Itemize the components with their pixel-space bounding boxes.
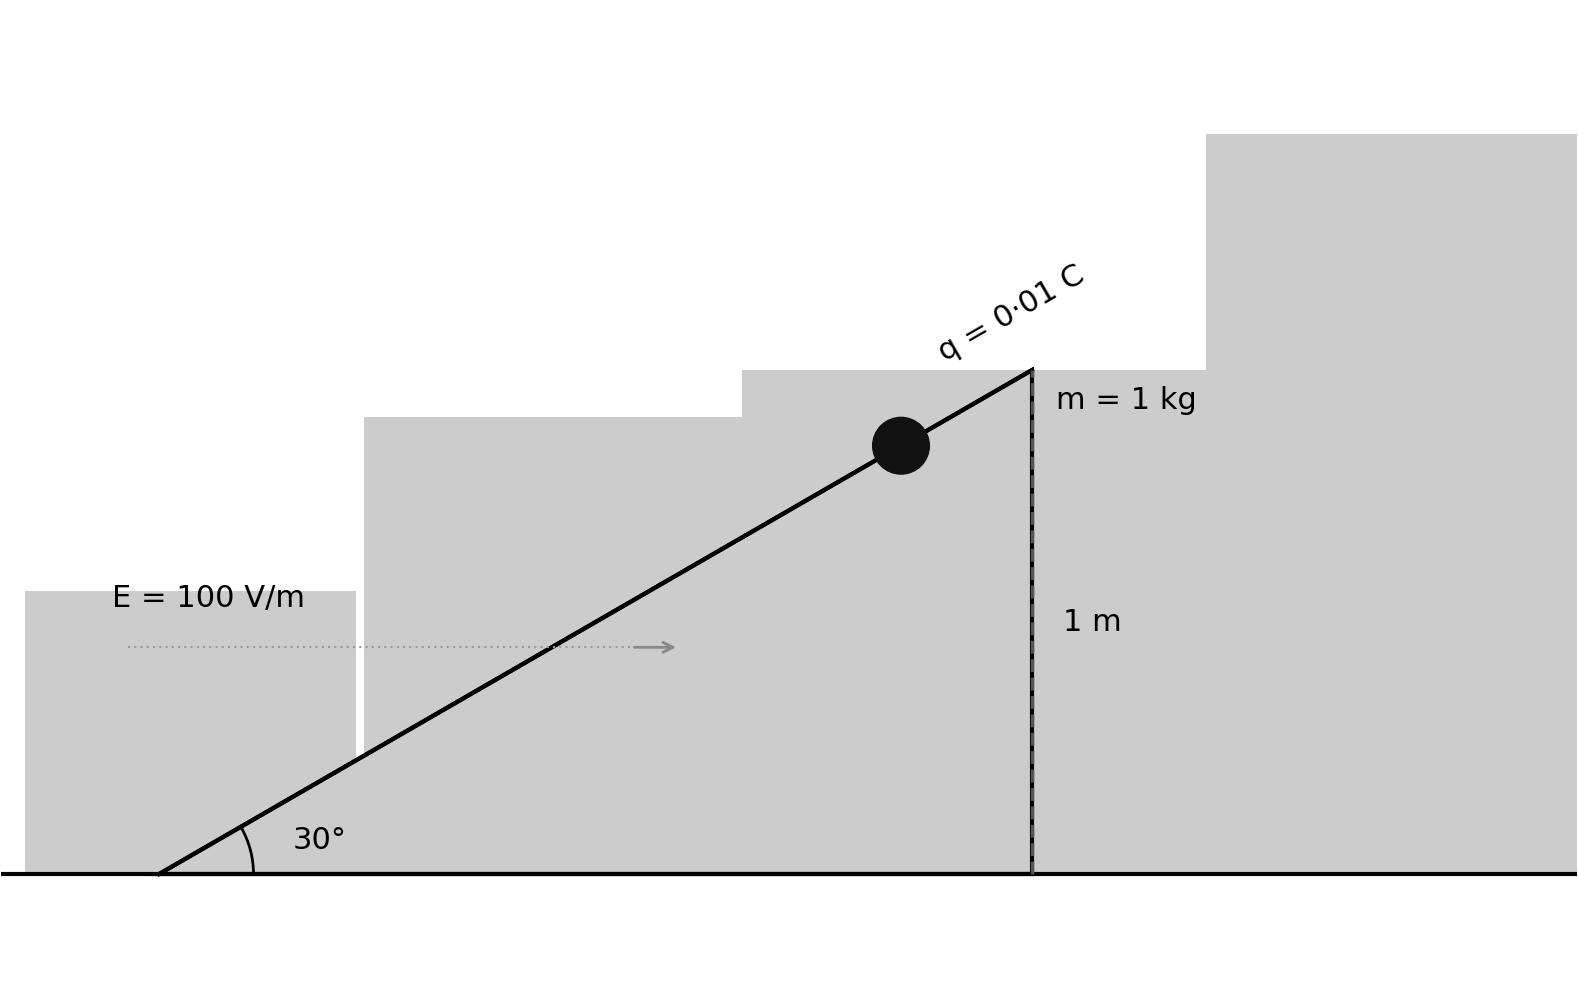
Text: q = 0·01 C: q = 0·01 C <box>934 260 1090 367</box>
Bar <box>1206 134 1576 874</box>
Bar <box>742 370 1213 874</box>
Bar <box>365 417 742 874</box>
Text: E = 100 V/m: E = 100 V/m <box>112 584 305 613</box>
Text: m = 1 kg: m = 1 kg <box>1056 386 1196 415</box>
Text: 30°: 30° <box>294 827 347 855</box>
Circle shape <box>873 417 929 474</box>
Text: 1 m: 1 m <box>1064 608 1122 637</box>
Bar <box>25 591 357 874</box>
Polygon shape <box>159 370 1032 874</box>
